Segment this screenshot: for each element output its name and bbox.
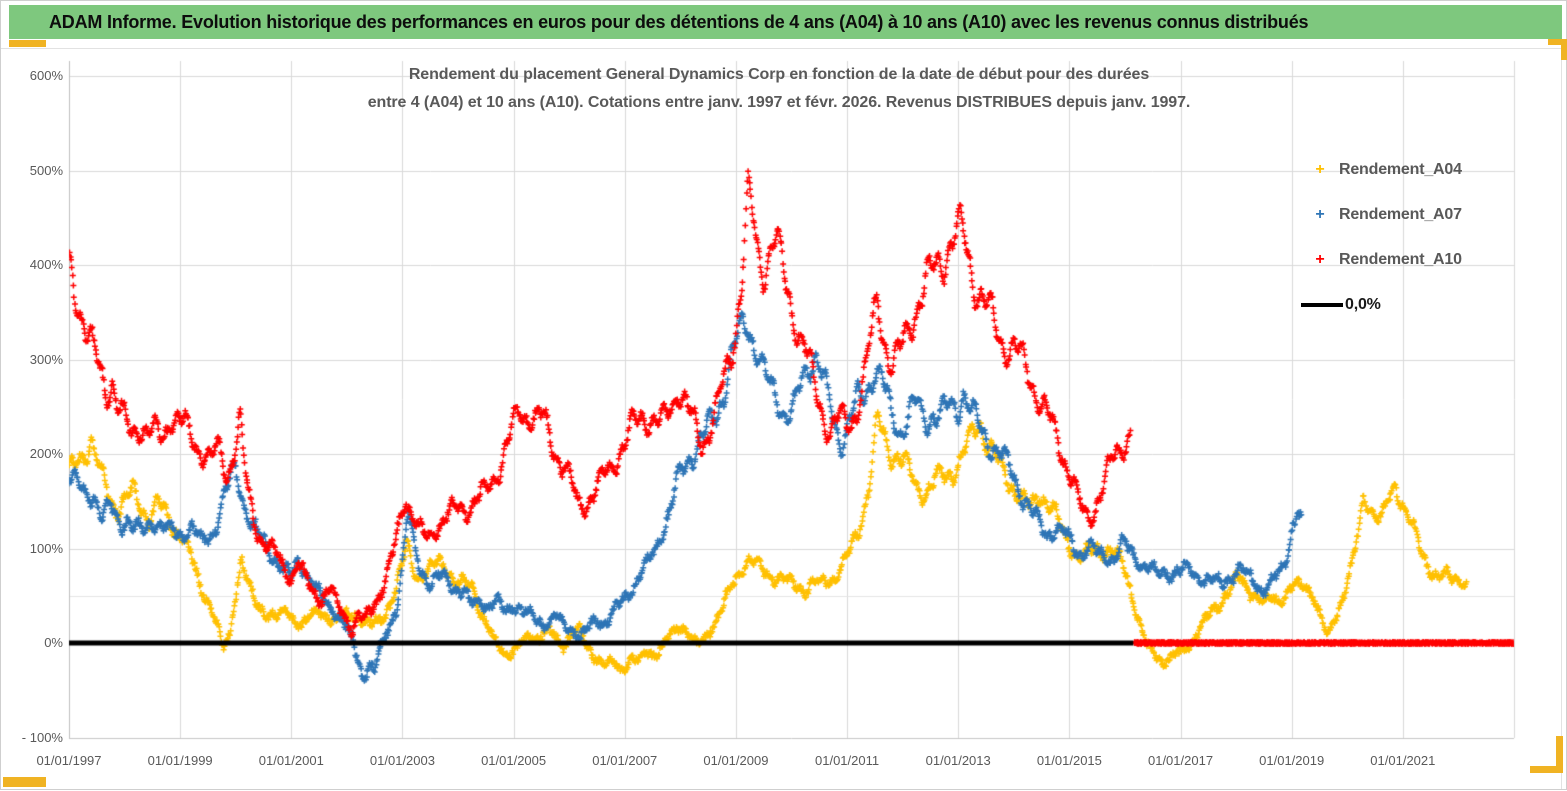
x-axis-label: 01/01/2019 (1259, 753, 1325, 768)
x-axis-label: 01/01/2017 (1147, 753, 1214, 768)
legend-item-rendement-a07: + Rendement_A07 (1301, 192, 1531, 237)
y-axis-label: 400% (29, 257, 63, 272)
x-axis-label: 01/01/2007 (592, 753, 658, 768)
x-axis-label: 01/01/1997 (36, 753, 102, 768)
y-axis-label: 100% (29, 540, 63, 556)
legend-label: 0,0% (1345, 295, 1381, 313)
legend-plus-marker-icon: + (1315, 250, 1325, 268)
y-axis-label: 600% (29, 68, 63, 83)
legend-plus-marker-icon: + (1315, 205, 1325, 223)
legend: + Rendement_A04 + Rendement_A07 + Rendement_A… (1301, 147, 1531, 327)
x-axis-label: 01/01/2005 (481, 753, 547, 768)
chart-title: Rendement du placement General Dynamics … (69, 61, 1489, 117)
y-axis-label: 200% (29, 446, 63, 461)
legend-label: Rendement_A04 (1339, 160, 1462, 178)
x-axis-label: 01/01/1999 (147, 753, 213, 768)
x-axis-label: 01/01/2021 (1370, 753, 1436, 768)
y-axis-label: 300% (29, 351, 63, 367)
y-axis-label: 500% (29, 162, 63, 178)
x-axis-label: 01/01/2015 (1036, 753, 1102, 768)
legend-item-rendement-a04: + Rendement_A04 (1301, 147, 1531, 192)
x-axis-label: 01/01/2013 (925, 753, 991, 768)
y-axis-label: - 100% (21, 729, 63, 745)
legend-item-0-0-: 0,0% (1301, 282, 1531, 327)
x-axis-label: 01/01/2011 (815, 753, 880, 768)
chart-title-line1: Rendement du placement General Dynamics … (408, 66, 1150, 83)
legend-item-rendement-a10: + Rendement_A10 (1301, 237, 1531, 282)
x-axis-label: 01/01/2009 (703, 753, 769, 768)
y-axis-label: 0% (44, 635, 63, 650)
chart-title-line2: entre 4 (A04) et 10 ans (A10). Cotations… (367, 94, 1191, 111)
x-axis-label: 01/01/2001 (258, 753, 324, 768)
x-axis-label: 01/01/2003 (369, 753, 435, 768)
legend-label: Rendement_A10 (1339, 250, 1462, 268)
legend-label: Rendement_A07 (1339, 205, 1462, 223)
legend-line-marker-icon (1301, 302, 1343, 307)
legend-plus-marker-icon: + (1315, 160, 1325, 178)
